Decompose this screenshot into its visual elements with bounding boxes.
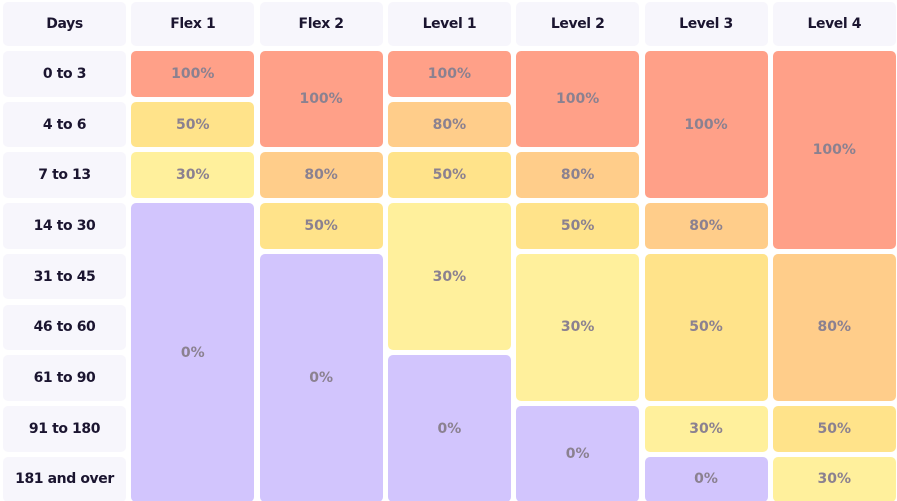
rate-cell: 50% xyxy=(644,253,768,401)
row-header: 14 to 30 xyxy=(3,203,126,249)
column-header: Level 3 xyxy=(644,2,768,46)
rate-cell-text: 100% xyxy=(556,91,600,108)
row-header: 61 to 90 xyxy=(3,355,126,401)
rate-cell: 100% xyxy=(387,51,511,97)
column-header-text: Flex 2 xyxy=(298,16,345,32)
rate-cell: 0% xyxy=(644,456,768,501)
row-header: 31 to 45 xyxy=(3,253,126,300)
column-header-text: Level 4 xyxy=(807,16,862,32)
column-header: Level 4 xyxy=(772,2,896,46)
rate-cell: 30% xyxy=(516,253,640,401)
row-header: 46 to 60 xyxy=(3,304,126,351)
rate-cell-text: 30% xyxy=(689,420,723,437)
column-header-text: Level 1 xyxy=(422,16,477,32)
rate-cell: 30% xyxy=(131,152,255,199)
row-header: 91 to 180 xyxy=(3,405,126,452)
rate-cell: 30% xyxy=(772,456,896,501)
rate-cell-text: 50% xyxy=(304,217,338,234)
rate-cell-text: 80% xyxy=(817,319,852,336)
rate-cell-text: 0% xyxy=(309,370,333,387)
column-header: Flex 1 xyxy=(131,2,255,46)
rate-cell: 0% xyxy=(387,355,511,501)
rate-cell-text: 0% xyxy=(694,471,718,488)
corner-header: Days xyxy=(3,2,126,46)
rate-cell: 0% xyxy=(131,203,255,501)
rate-cell: 0% xyxy=(516,405,640,501)
rate-cell: 100% xyxy=(131,51,255,97)
column-header: Level 2 xyxy=(516,2,640,46)
column-header-text: Level 3 xyxy=(679,16,733,32)
row-header-text: 4 to 6 xyxy=(42,116,87,133)
rate-cell: 80% xyxy=(259,152,383,199)
rate-cell-text: 50% xyxy=(817,420,852,437)
rate-cell-text: 100% xyxy=(812,141,856,158)
row-header-text: 0 to 3 xyxy=(42,65,87,82)
rate-cell: 50% xyxy=(516,203,640,249)
rate-cell-text: 30% xyxy=(560,319,595,336)
rate-cell-text: 100% xyxy=(684,116,728,133)
rate-cell: 100% xyxy=(644,51,768,199)
rate-cell: 80% xyxy=(644,203,768,249)
row-header: 7 to 13 xyxy=(3,152,126,199)
rate-cell: 100% xyxy=(259,51,383,148)
rate-cell: 30% xyxy=(387,203,511,351)
rate-cell-text: 100% xyxy=(427,65,472,82)
row-header-text: 61 to 90 xyxy=(33,370,96,387)
rate-cell: 50% xyxy=(387,152,511,199)
row-header-text: 91 to 180 xyxy=(28,420,101,437)
row-header-text: 181 and over xyxy=(15,471,114,488)
rate-cell-text: 50% xyxy=(689,319,723,336)
column-header: Level 1 xyxy=(387,2,511,46)
corner-header-text: Days xyxy=(46,16,83,32)
rate-cell-text: 100% xyxy=(171,65,215,82)
row-header-text: 14 to 30 xyxy=(33,217,96,234)
rate-cell-text: 0% xyxy=(437,420,462,437)
rate-cell: 100% xyxy=(516,51,640,148)
rate-cell: 80% xyxy=(772,253,896,401)
row-header-text: 46 to 60 xyxy=(33,319,96,336)
rate-cell: 30% xyxy=(644,405,768,452)
rate-cell-text: 50% xyxy=(560,217,595,234)
rate-cell-text: 80% xyxy=(689,217,723,234)
rate-cell: 50% xyxy=(772,405,896,452)
rate-cell-text: 100% xyxy=(299,91,343,108)
rate-cell: 50% xyxy=(259,203,383,249)
row-header-text: 31 to 45 xyxy=(33,268,96,285)
row-header: 4 to 6 xyxy=(3,101,126,148)
rate-cell-text: 0% xyxy=(565,446,590,463)
row-header: 0 to 3 xyxy=(3,51,126,97)
rate-cell: 80% xyxy=(516,152,640,199)
rate-cell: 100% xyxy=(772,51,896,249)
rate-cell: 80% xyxy=(387,101,511,148)
rate-cell-text: 30% xyxy=(176,167,210,184)
rate-cell: 0% xyxy=(259,253,383,501)
rate-cell-text: 50% xyxy=(432,167,467,184)
rate-cell-text: 80% xyxy=(432,116,467,133)
rate-cell: 50% xyxy=(131,101,255,148)
column-header-text: Level 2 xyxy=(550,16,605,32)
rate-cell-text: 50% xyxy=(176,116,210,133)
row-header-text: 7 to 13 xyxy=(38,167,91,184)
row-header: 181 and over xyxy=(3,456,126,501)
rate-cell-text: 80% xyxy=(560,167,595,184)
column-header: Flex 2 xyxy=(259,2,383,46)
column-header-text: Flex 1 xyxy=(170,16,216,32)
rate-cell-text: 80% xyxy=(304,167,338,184)
rate-cell-text: 30% xyxy=(817,471,852,488)
rate-cell-text: 0% xyxy=(180,344,205,361)
rate-cell-text: 30% xyxy=(432,268,467,285)
